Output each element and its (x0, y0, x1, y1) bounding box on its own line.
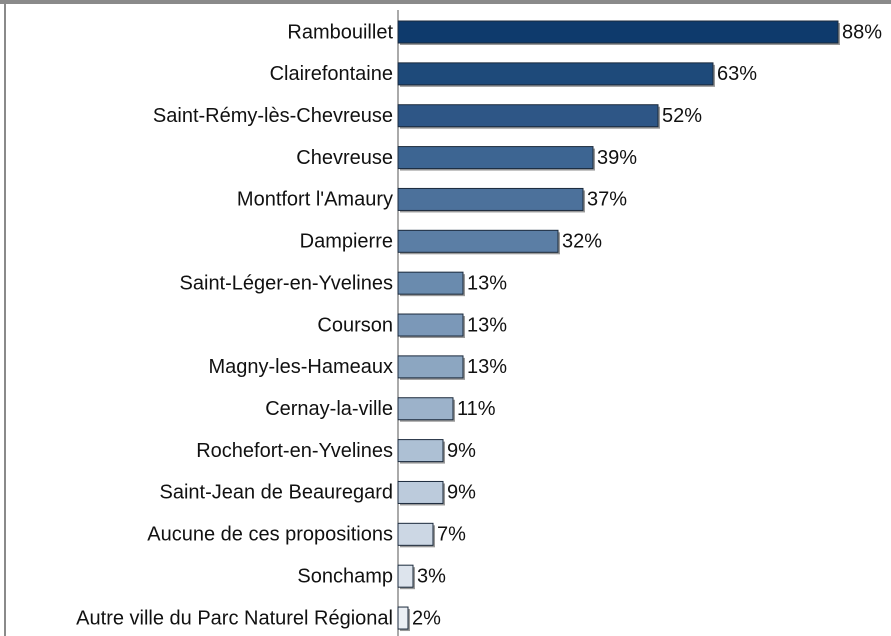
category-label: Saint-Rémy-lès-Chevreuse (153, 105, 393, 127)
value-label: 39% (597, 147, 637, 169)
bar (397, 62, 714, 86)
value-label: 13% (467, 356, 507, 378)
value-label: 63% (717, 63, 757, 85)
value-label: 9% (447, 440, 476, 462)
category-label: Cernay-la-ville (265, 398, 393, 420)
category-label: Aucune de ces propositions (147, 524, 393, 546)
value-label: 52% (662, 105, 702, 127)
bar (397, 480, 444, 504)
category-label: Dampierre (300, 231, 393, 253)
category-label: Sonchamp (297, 565, 393, 587)
bar (397, 104, 659, 128)
value-label: 11% (457, 398, 496, 420)
bar (397, 229, 559, 253)
value-label: 37% (587, 189, 627, 211)
bar (397, 522, 434, 546)
category-label: Saint-Jean de Beauregard (160, 482, 394, 504)
category-label: Rambouillet (287, 21, 393, 43)
category-label: Rochefort-en-Yvelines (196, 440, 393, 462)
value-label: 7% (437, 524, 466, 546)
bar (397, 564, 414, 588)
bar (397, 397, 454, 421)
bar (397, 146, 594, 170)
value-label: 2% (412, 607, 441, 629)
value-label: 3% (417, 565, 446, 587)
left-border (4, 0, 6, 636)
category-label: Chevreuse (296, 147, 393, 169)
category-label: Saint-Léger-en-Yvelines (180, 272, 393, 294)
value-label: 13% (467, 314, 507, 336)
bar (397, 606, 409, 630)
category-label: Magny-les-Hameaux (208, 356, 393, 378)
category-label: Clairefontaine (270, 63, 393, 85)
bar (397, 313, 464, 337)
bar (397, 439, 444, 463)
value-label: 9% (447, 482, 476, 504)
bar (397, 20, 839, 44)
top-border (0, 0, 891, 4)
category-label: Courson (317, 314, 393, 336)
value-label: 88% (842, 21, 882, 43)
bar (397, 355, 464, 379)
bar (397, 187, 584, 211)
value-label: 13% (467, 272, 507, 294)
category-label: Autre ville du Parc Naturel Régional (76, 607, 393, 629)
value-label: 32% (562, 231, 602, 253)
bar (397, 271, 464, 295)
category-label: Montfort l'Amaury (237, 189, 393, 211)
